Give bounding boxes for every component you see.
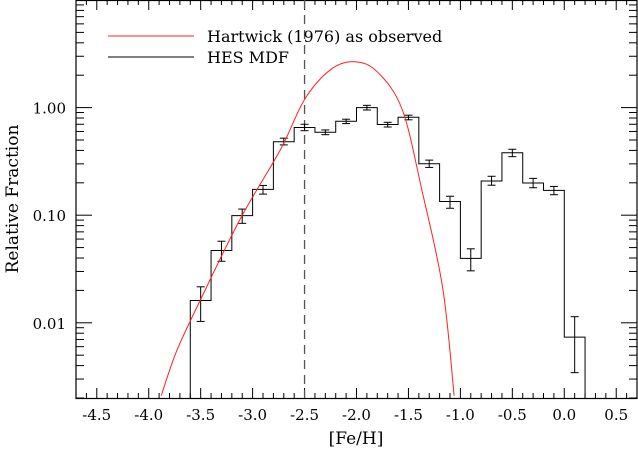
x-tick-label: -1.5 bbox=[394, 406, 423, 424]
x-tick-label: -1.0 bbox=[446, 406, 475, 424]
error-bar bbox=[425, 159, 434, 168]
error-bar bbox=[466, 248, 475, 272]
legend: Hartwick (1976) as observed HES MDF bbox=[108, 27, 442, 67]
error-bar bbox=[300, 123, 309, 132]
error-bar bbox=[570, 316, 579, 374]
plot-frame bbox=[75, 0, 638, 400]
y-tick-label: 1.00 bbox=[33, 100, 66, 118]
y-tick-label: 0.10 bbox=[33, 207, 66, 225]
error-bar bbox=[342, 118, 351, 125]
plot-data bbox=[160, 0, 586, 398]
y-tick-label: 0.01 bbox=[33, 315, 66, 333]
x-tick-label: -2.5 bbox=[290, 406, 319, 424]
hes-mdf-histogram bbox=[189, 107, 586, 398]
x-tick-label: -4.0 bbox=[134, 406, 163, 424]
error-bar bbox=[383, 121, 392, 128]
error-bar bbox=[446, 195, 454, 209]
error-bar bbox=[529, 177, 538, 189]
error-bar bbox=[196, 286, 205, 322]
x-tick-label: -2.0 bbox=[342, 406, 371, 424]
axes: -4.5 -4.0 -3.5 -3.0 -2.5 -2.0 -1.5 -1.0 -0.5 0.0 0… bbox=[33, 0, 638, 424]
legend-label-hartwick: Hartwick (1976) as observed bbox=[207, 27, 442, 46]
error-bar bbox=[549, 185, 558, 196]
x-tick-label: 0.0 bbox=[552, 406, 576, 424]
x-tick-label: 0.5 bbox=[604, 406, 628, 424]
y-axis-label: Relative Fraction bbox=[3, 125, 23, 274]
legend-label-hes: HES MDF bbox=[207, 48, 289, 67]
error-bar bbox=[487, 175, 496, 186]
x-axis-label: [Fe/H] bbox=[329, 429, 384, 449]
x-tick-label: -3.5 bbox=[186, 406, 215, 424]
error-bar bbox=[508, 148, 517, 158]
error-bar bbox=[259, 184, 267, 195]
error-bar bbox=[362, 104, 371, 111]
hartwick-curve bbox=[160, 61, 455, 396]
x-tick-label: -0.5 bbox=[498, 406, 527, 424]
error-bar bbox=[321, 129, 330, 136]
x-tick-label: -4.5 bbox=[82, 406, 111, 424]
x-tick-label: -3.0 bbox=[238, 406, 267, 424]
